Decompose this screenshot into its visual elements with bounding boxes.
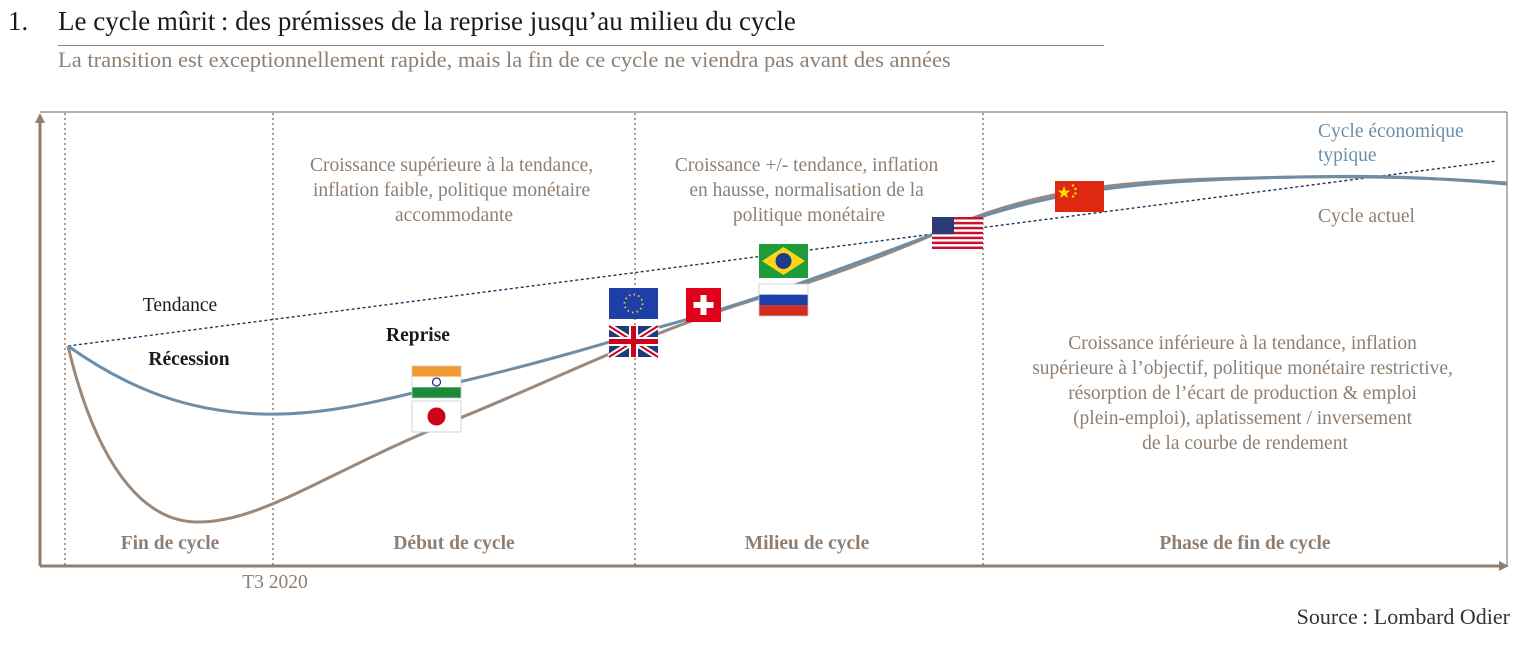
- title-divider: [58, 45, 1104, 46]
- phase-label-late: Fin de cycle: [121, 533, 220, 554]
- page-title: Le cycle mûrit : des prémisses de la rep…: [58, 6, 796, 36]
- trend-label: Tendance: [143, 295, 217, 316]
- china-flag: [1055, 181, 1104, 212]
- eu-flag: [609, 288, 658, 319]
- russia-flag: [758, 283, 809, 317]
- late-cycle-description: Croissance inférieure à la tendance, inf…: [1032, 333, 1458, 454]
- early-cycle-description: Croissance supérieure à la tendance, inf…: [310, 155, 598, 226]
- switzerland-flag: [686, 288, 721, 322]
- typical-cycle-label-line2: typique: [1318, 145, 1377, 166]
- uk-flag: [607, 323, 660, 360]
- current-cycle-label: Cycle actuel: [1318, 206, 1415, 227]
- brazil-flag: [759, 244, 808, 278]
- source-note: Source : Lombard Odier: [1296, 604, 1510, 629]
- mid-cycle-description: Croissance +/- tendance, inflation en ha…: [675, 155, 943, 226]
- phase-label-early: Début de cycle: [393, 533, 515, 554]
- page-subtitle: La transition est exceptionnellement rap…: [58, 47, 951, 72]
- section-number: 1.: [8, 6, 29, 36]
- japan-flag: [411, 400, 462, 433]
- usa-flag: [932, 217, 983, 249]
- x-axis-date-label: T3 2020: [242, 572, 308, 593]
- typical-cycle-label-line1: Cycle économique: [1318, 121, 1464, 142]
- phase-label-mid: Milieu de cycle: [745, 533, 870, 554]
- trend-line: [67, 160, 1498, 347]
- india-flag: [411, 365, 462, 399]
- phase-label-final: Phase de fin de cycle: [1159, 533, 1330, 554]
- recovery-label: Reprise: [386, 325, 450, 346]
- recession-label: Récession: [148, 349, 229, 370]
